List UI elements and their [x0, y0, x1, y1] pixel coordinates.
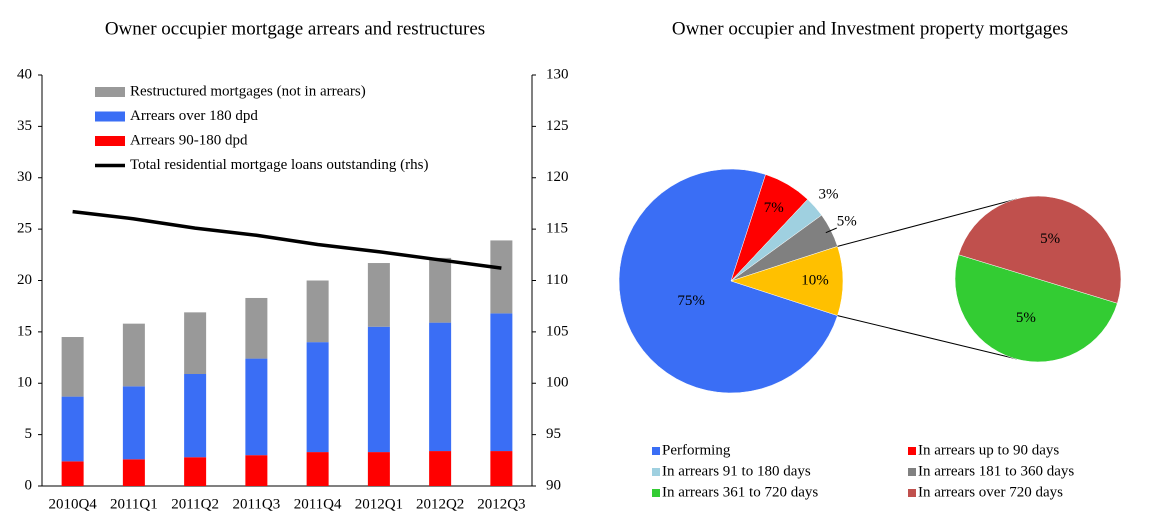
bar — [490, 240, 513, 314]
y2-tick-label: 120 — [546, 169, 569, 185]
bar — [122, 459, 145, 486]
x-tick-label: 2012Q3 — [477, 496, 525, 512]
legend-swatch — [908, 489, 916, 497]
legend-swatch — [95, 87, 125, 97]
y2-tick-label: 105 — [546, 323, 569, 339]
legend-swatch — [652, 468, 660, 476]
legend-label: In arrears 361 to 720 days — [662, 484, 818, 500]
x-tick-label: 2012Q2 — [416, 496, 464, 512]
data-label: 5% — [837, 213, 857, 229]
x-tick-label: 2011Q4 — [294, 496, 342, 512]
connector — [837, 315, 1018, 360]
legend-label: In arrears up to 90 days — [918, 442, 1059, 458]
y2-tick-label: 110 — [546, 272, 568, 288]
pie-slice — [618, 168, 838, 394]
y-tick-label: 35 — [17, 118, 32, 134]
legend-label: In arrears 91 to 180 days — [662, 463, 811, 479]
bar — [184, 374, 207, 458]
y2-tick-label: 100 — [546, 375, 569, 391]
bar — [245, 358, 268, 456]
line-series — [72, 209, 502, 270]
legend-label: Restructured mortgages (not in arrears) — [130, 83, 366, 99]
legend-label: Arrears 90-180 dpd — [130, 132, 248, 148]
x-tick-label: 2011Q2 — [171, 496, 219, 512]
bar — [306, 342, 329, 453]
bar — [429, 322, 452, 452]
bar — [184, 457, 207, 486]
bar — [490, 451, 513, 486]
chart-title: Owner occupier and Investment property m… — [672, 18, 1068, 39]
data-label: 10% — [801, 272, 829, 288]
legend-swatch — [95, 111, 125, 122]
pie-slice — [958, 196, 1122, 304]
y2-tick-label: 90 — [546, 477, 561, 493]
legend-label: Total residential mortgage loans outstan… — [130, 157, 428, 173]
pie-slice — [954, 254, 1118, 362]
bar — [61, 396, 84, 462]
bar — [367, 326, 390, 453]
bar — [61, 337, 84, 397]
bar — [61, 461, 84, 486]
legend-label: Performing — [662, 442, 731, 458]
data-label: 5% — [1016, 310, 1036, 326]
connector — [837, 198, 1018, 247]
y-tick-label: 20 — [17, 272, 32, 288]
legend-swatch — [95, 136, 125, 146]
y-tick-label: 10 — [17, 375, 32, 391]
x-tick-label: 2011Q3 — [232, 496, 280, 512]
legend-swatch — [652, 489, 660, 497]
bar — [429, 257, 452, 323]
data-label: 75% — [677, 293, 705, 309]
legend-swatch — [908, 468, 916, 476]
y2-tick-label: 115 — [546, 221, 568, 237]
y2-tick-label: 125 — [546, 118, 569, 134]
legend-label: In arrears 181 to 360 days — [918, 463, 1074, 479]
bar — [184, 312, 207, 375]
data-label: 5% — [1040, 231, 1060, 247]
data-label: 7% — [764, 200, 784, 216]
legend-swatch — [652, 447, 660, 455]
y2-tick-label: 130 — [546, 66, 569, 82]
bar — [367, 263, 390, 327]
y2-tick-label: 95 — [546, 426, 561, 442]
bar — [122, 386, 145, 460]
bar — [490, 313, 513, 452]
y-tick-label: 15 — [17, 323, 32, 339]
x-tick-label: 2010Q4 — [48, 496, 97, 512]
data-label: 3% — [818, 187, 838, 203]
bar — [245, 455, 268, 486]
y-tick-label: 30 — [17, 169, 32, 185]
bar — [429, 451, 452, 486]
legend-swatch — [908, 447, 916, 455]
bar — [306, 280, 329, 343]
bar — [245, 297, 268, 359]
leader-line — [825, 227, 837, 234]
x-tick-label: 2012Q1 — [355, 496, 403, 512]
y-tick-label: 25 — [17, 221, 32, 237]
legend-label: Arrears over 180 dpd — [130, 108, 258, 124]
bar — [122, 323, 145, 387]
y-tick-label: 40 — [17, 66, 32, 82]
chart-title: Owner occupier mortgage arrears and rest… — [105, 18, 485, 39]
bar — [306, 452, 329, 486]
y-tick-label: 5 — [25, 426, 33, 442]
legend-label: In arrears over 720 days — [918, 484, 1063, 500]
bar — [367, 452, 390, 486]
x-tick-label: 2011Q1 — [110, 496, 158, 512]
y-tick-label: 0 — [25, 477, 33, 493]
